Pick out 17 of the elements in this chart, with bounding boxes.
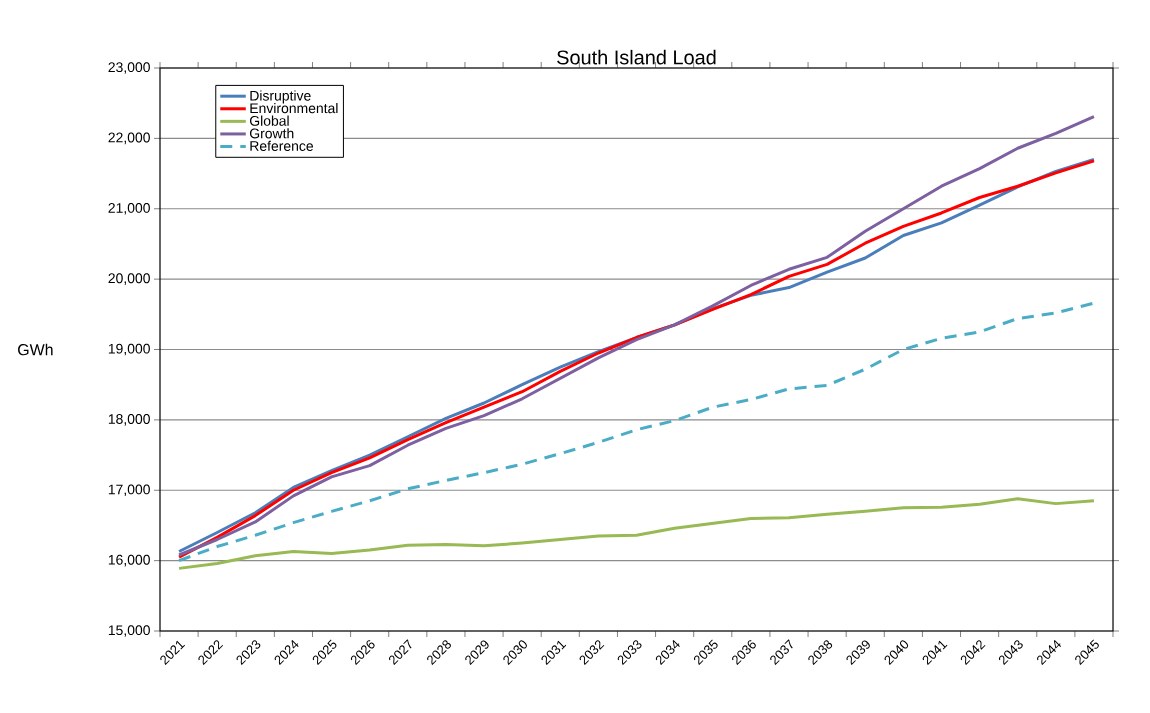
y-tick-label: 17,000	[108, 484, 150, 497]
y-tick-label: 22,000	[108, 132, 150, 145]
y-tick-label: 16,000	[108, 554, 150, 567]
legend-label: Growth	[249, 128, 294, 139]
legend-label: Reference	[250, 140, 313, 151]
legend-label: Global	[249, 115, 289, 126]
y-tick-label: 15,000	[108, 625, 150, 637]
y-axis-title: GWh	[18, 343, 53, 356]
legend-label: Environmental	[250, 102, 338, 114]
line-series	[177, 301, 1096, 563]
y-tick-label: 23,000	[108, 62, 150, 74]
y-tick-label: 20,000	[108, 273, 150, 285]
y-tick-label: 21,000	[108, 202, 150, 215]
y-tick-label: 18,000	[108, 414, 150, 426]
chart-title: South Island Load	[557, 49, 716, 65]
legend-label: Disruptive	[250, 90, 311, 104]
y-tick-label: 19,000	[108, 343, 150, 356]
